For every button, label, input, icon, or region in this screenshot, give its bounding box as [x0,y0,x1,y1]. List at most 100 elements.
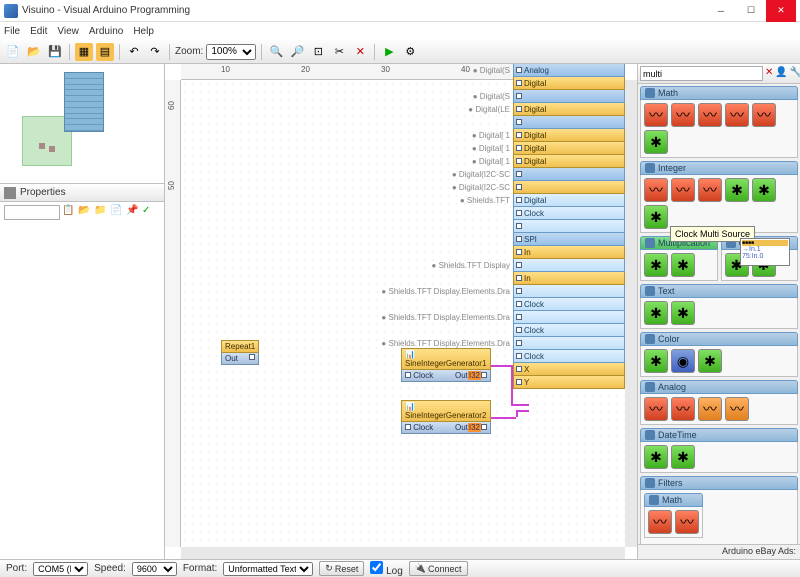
component-item[interactable]: ✱ [671,301,695,325]
category-header[interactable]: Integer [640,161,798,175]
palette-clear-button[interactable]: ✕ [765,67,773,81]
component-item[interactable]: 〰 [725,103,749,127]
prop-btn-4[interactable]: 📄 [110,205,124,219]
menu-edit[interactable]: Edit [30,26,47,37]
component-item[interactable]: ✱ [752,178,776,202]
node-repeat[interactable]: Repeat1 Out [221,340,259,365]
speed-select[interactable]: 9600 [132,562,177,576]
log-checkbox[interactable]: Log [370,561,402,577]
design-canvas[interactable]: Analog● Digital(SDigital● Digital(SDigit… [181,80,625,547]
component-item[interactable]: ✱ [698,349,722,373]
board-row[interactable] [513,168,625,181]
board-row[interactable] [513,220,625,233]
port-select[interactable]: COM5 (L [33,562,88,576]
layout2-button[interactable]: ▤ [96,43,114,61]
zoomin-button[interactable]: 🔍 [267,43,285,61]
component-item[interactable]: 〰 [698,397,722,421]
board-row[interactable]: Digital [513,129,625,142]
board-row[interactable]: Digital [513,194,625,207]
board-row[interactable]: SPI [513,233,625,246]
settings-button[interactable]: ⚙ [401,43,419,61]
component-item[interactable]: 〰 [644,103,668,127]
board-row[interactable] [513,116,625,129]
component-item[interactable]: ✱ [644,130,668,154]
component-item[interactable]: 〰 [725,397,749,421]
component-item[interactable]: ✱ [644,205,668,229]
category-header[interactable]: DateTime [640,428,798,442]
open-button[interactable]: 📂 [25,43,43,61]
component-item[interactable]: ✱ [671,253,695,277]
board-row[interactable] [513,311,625,324]
scroll-horizontal[interactable] [181,547,625,559]
connect-button[interactable]: 🔌 Connect [409,561,468,576]
component-item[interactable]: ✱ [671,445,695,469]
delete-button[interactable]: ✕ [351,43,369,61]
minimize-button[interactable]: ─ [706,0,736,22]
board-row[interactable]: In [513,272,625,285]
prop-btn-3[interactable]: 📁 [94,205,108,219]
board-row[interactable]: Analog [513,64,625,77]
properties-filter-input[interactable] [4,205,60,220]
component-item[interactable]: 〰 [671,103,695,127]
layout1-button[interactable]: ▦ [75,43,93,61]
prop-check-button[interactable]: ✓ [142,205,156,219]
category-header[interactable]: Filters [640,476,798,490]
board-row[interactable]: Digital [513,77,625,90]
arduino-board[interactable]: Analog● Digital(SDigital● Digital(SDigit… [513,64,625,389]
new-button[interactable]: 📄 [4,43,22,61]
category-header[interactable]: Analog [640,380,798,394]
cut-button[interactable]: ✂ [330,43,348,61]
board-row[interactable]: Clock [513,324,625,337]
menu-view[interactable]: View [57,26,79,37]
board-row[interactable] [513,259,625,272]
component-item[interactable]: 〰 [698,178,722,202]
component-item[interactable]: 〰 [752,103,776,127]
board-row[interactable] [513,181,625,194]
board-row[interactable] [513,90,625,103]
board-row[interactable]: Digital [513,103,625,116]
category-header[interactable]: Color [640,332,798,346]
run-button[interactable]: ▶ [380,43,398,61]
format-select[interactable]: Unformatted Text [223,562,313,576]
component-item[interactable]: ✱ [725,178,749,202]
board-row[interactable]: Clock [513,207,625,220]
node-sine1[interactable]: 📊 SineIntegerGenerator1 ClockOutI32 [401,348,491,382]
component-item[interactable]: 〰 [671,178,695,202]
prop-btn-1[interactable]: 📋 [62,205,76,219]
component-item[interactable]: 〰 [644,178,668,202]
redo-button[interactable]: ↷ [146,43,164,61]
board-row[interactable]: Digital [513,155,625,168]
component-item[interactable]: ✱ [644,301,668,325]
board-row[interactable]: Clock [513,298,625,311]
board-row[interactable]: Clock [513,350,625,363]
menu-help[interactable]: Help [133,26,154,37]
board-row[interactable]: X [513,363,625,376]
fit-button[interactable]: ⊡ [309,43,327,61]
component-item[interactable]: 〰 [648,510,672,534]
palette-body[interactable]: Math〰〰〰〰〰✱Integer〰〰〰✱✱✱Multiplication✱✱U… [638,84,800,544]
overview-thumbnail[interactable] [0,64,164,184]
menu-arduino[interactable]: Arduino [89,26,123,37]
board-row[interactable] [513,337,625,350]
component-item[interactable]: 〰 [675,510,699,534]
reset-button[interactable]: ↻ Reset [319,561,364,576]
category-header[interactable]: Text [640,284,798,298]
menu-file[interactable]: File [4,26,20,37]
zoomout-button[interactable]: 🔎 [288,43,306,61]
board-row[interactable]: Digital [513,142,625,155]
component-item[interactable]: 〰 [644,397,668,421]
close-button[interactable]: ✕ [766,0,796,22]
palette-btn-2[interactable]: 🔧 [790,67,800,81]
board-row[interactable]: In [513,246,625,259]
palette-search-input[interactable] [640,66,763,81]
save-button[interactable]: 💾 [46,43,64,61]
scroll-vertical[interactable] [625,80,637,547]
component-item[interactable]: ✱ [644,253,668,277]
board-row[interactable] [513,285,625,298]
maximize-button[interactable]: ☐ [736,0,766,22]
component-item[interactable]: 〰 [671,397,695,421]
component-item[interactable]: ◉ [671,349,695,373]
category-header[interactable]: Math [640,86,798,100]
category-header[interactable]: Math [644,493,703,507]
undo-button[interactable]: ↶ [125,43,143,61]
